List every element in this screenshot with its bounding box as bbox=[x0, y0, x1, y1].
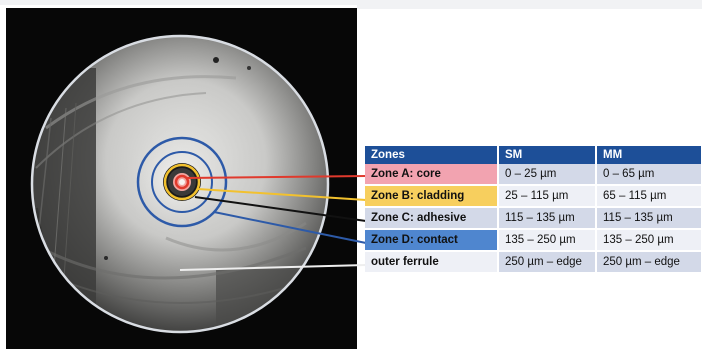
endface-image bbox=[6, 8, 357, 349]
zone-c-label: Zone C: adhesive bbox=[365, 207, 499, 230]
zone-b-cladding-ring bbox=[163, 163, 201, 201]
header-sm: SM bbox=[498, 146, 597, 164]
zone-a-sm: 0 – 25 µm bbox=[498, 164, 597, 186]
zone-b-sm: 25 – 115 µm bbox=[498, 185, 597, 208]
table-row: outer ferrule 250 µm – edge 250 µm – edg… bbox=[365, 251, 701, 274]
table-row: Zone A: core 0 – 25 µm 0 – 65 µm bbox=[365, 164, 701, 186]
zone-d-mm: 135 – 250 µm bbox=[596, 229, 701, 252]
outer-ferrule-mm: 250 µm – edge bbox=[596, 251, 701, 274]
zone-a-core-ring bbox=[174, 174, 190, 190]
fiber-endface-micrograph bbox=[6, 8, 357, 349]
top-border-strip-right bbox=[357, 5, 702, 9]
table-row: Zone C: adhesive 115 – 135 µm 115 – 135 … bbox=[365, 207, 701, 230]
core-center bbox=[179, 179, 185, 185]
outer-ferrule-sm: 250 µm – edge bbox=[498, 251, 597, 274]
outer-ferrule-label: outer ferrule bbox=[365, 251, 499, 274]
zone-d-sm: 135 – 250 µm bbox=[498, 229, 597, 252]
zone-b-mm: 65 – 115 µm bbox=[596, 185, 701, 208]
header-mm: MM bbox=[596, 146, 701, 164]
header-zones: Zones bbox=[365, 146, 499, 164]
table-header-row: Zones SM MM bbox=[365, 146, 701, 164]
zone-a-label: Zone A: core bbox=[365, 164, 499, 186]
zone-d-inner-ring bbox=[151, 151, 213, 213]
zone-b-label: Zone B: cladding bbox=[365, 185, 499, 208]
zone-d-contact-ring bbox=[136, 136, 228, 228]
table-row: Zone B: cladding 25 – 115 µm 65 – 115 µm bbox=[365, 185, 701, 208]
zone-d-label: Zone D: contact bbox=[365, 229, 499, 252]
zone-c-sm: 115 – 135 µm bbox=[498, 207, 597, 230]
top-border-strip bbox=[0, 0, 702, 5]
ferrule-edge-ring bbox=[30, 34, 330, 334]
zone-c-mm: 115 – 135 µm bbox=[596, 207, 701, 230]
table-row: Zone D: contact 135 – 250 µm 135 – 250 µ… bbox=[365, 229, 701, 252]
zone-table: Zones SM MM Zone A: core 0 – 25 µm 0 – 6… bbox=[365, 146, 701, 274]
zone-a-mm: 0 – 65 µm bbox=[596, 164, 701, 186]
